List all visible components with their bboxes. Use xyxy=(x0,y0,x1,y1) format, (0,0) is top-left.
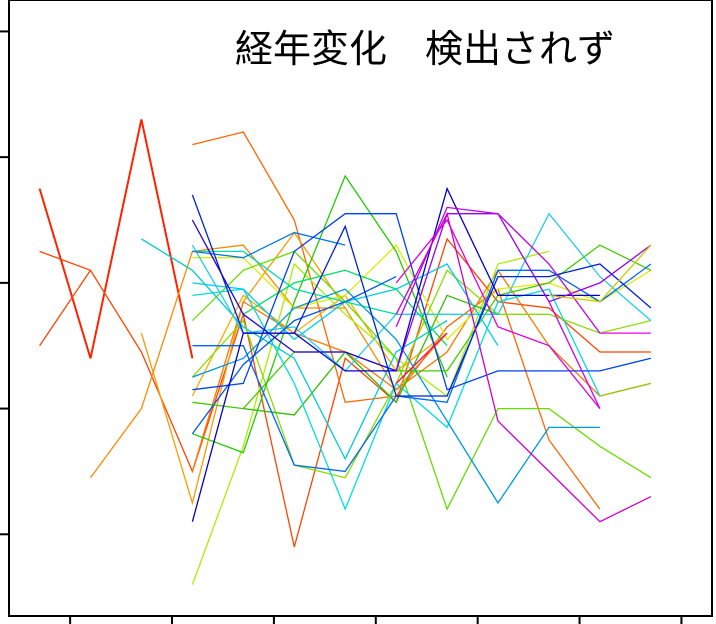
series-line-33 xyxy=(548,301,601,409)
series-line-36 xyxy=(548,244,652,303)
series-line-24 xyxy=(191,276,397,435)
series-line-32 xyxy=(395,218,601,410)
series-line-6 xyxy=(191,269,601,472)
series-line-21 xyxy=(192,288,600,505)
series-line-35 xyxy=(395,332,448,384)
series-line-1 xyxy=(39,269,92,347)
series-line-12 xyxy=(192,244,652,410)
series-line-4 xyxy=(192,131,601,510)
series-line-10 xyxy=(191,269,652,479)
x-axis-ticks xyxy=(69,616,683,624)
series-line-22 xyxy=(192,231,346,259)
series-line-18 xyxy=(192,288,652,511)
chart-title: 経年変化 検出されず xyxy=(235,27,615,71)
series-line-17 xyxy=(141,238,448,461)
series-line-0 xyxy=(38,119,194,359)
series-line-2 xyxy=(39,237,651,548)
series-layer xyxy=(38,119,652,585)
series-line-3 xyxy=(89,244,448,479)
y-axis-ticks xyxy=(0,30,9,536)
series-line-14 xyxy=(243,294,499,416)
series-line-25 xyxy=(192,213,652,391)
plot-frame xyxy=(8,0,713,617)
series-line-5 xyxy=(140,231,346,506)
series-line-19 xyxy=(191,212,652,372)
series-line-29 xyxy=(395,213,652,372)
series-line-37 xyxy=(599,382,652,397)
series-line-9 xyxy=(191,250,550,585)
series-line-28 xyxy=(191,219,397,372)
series-line-23 xyxy=(192,263,652,473)
